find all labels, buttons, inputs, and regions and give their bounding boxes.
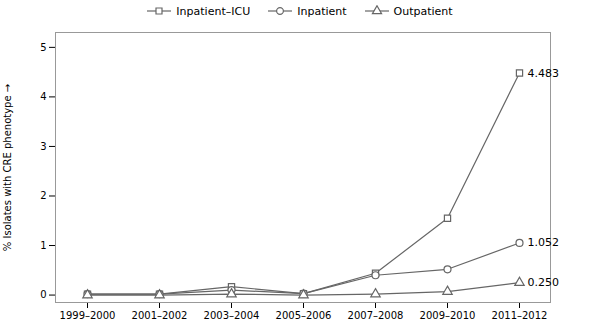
- svg-text:1999–2000: 1999–2000: [60, 310, 116, 321]
- svg-text:2009–2010: 2009–2010: [420, 310, 476, 321]
- svg-text:2011–2012: 2011–2012: [492, 310, 548, 321]
- svg-text:5: 5: [40, 42, 46, 53]
- svg-text:% Isolates with CRE phenotype: % Isolates with CRE phenotype →: [2, 84, 13, 251]
- svg-text:0: 0: [40, 289, 46, 300]
- svg-text:2005–2006: 2005–2006: [276, 310, 332, 321]
- svg-text:1.052: 1.052: [528, 236, 560, 249]
- svg-text:0.250: 0.250: [528, 276, 560, 289]
- svg-text:2007–2008: 2007–2008: [348, 310, 404, 321]
- svg-text:1: 1: [40, 240, 46, 251]
- svg-text:4: 4: [40, 91, 46, 102]
- html-text:Inpatient–ICU: Inpatient–ICU: [176, 4, 251, 18]
- html-text:Outpatient: Outpatient: [393, 4, 453, 18]
- svg-text:3: 3: [40, 141, 46, 152]
- svg-text:2003–2004: 2003–2004: [204, 310, 260, 321]
- svg-text:2: 2: [40, 190, 46, 201]
- svg-text:4.483: 4.483: [528, 66, 560, 79]
- html-text:Inpatient: Inpatient: [297, 4, 347, 18]
- svg-text:2001–2002: 2001–2002: [132, 310, 188, 321]
